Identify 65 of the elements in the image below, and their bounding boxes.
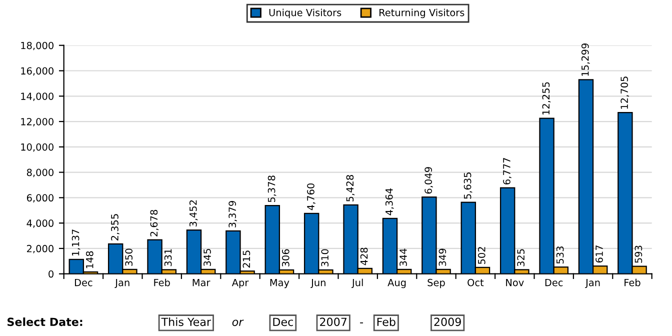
x-tick-label: Jun — [310, 279, 326, 288]
data-label: 5,378 — [268, 176, 276, 202]
y-tick-label: 0 — [48, 270, 54, 278]
data-label: 349 — [438, 248, 446, 266]
text: 2007 — [320, 318, 347, 326]
text: 2009 — [434, 318, 461, 326]
legend-label: Returning Visitors — [380, 8, 464, 18]
data-label: 310 — [321, 249, 329, 266]
text: or — [232, 320, 244, 326]
y-tick-label: 10,000 — [21, 143, 54, 152]
data-label: 2,678 — [150, 210, 159, 236]
data-label: 502 — [478, 247, 486, 264]
x-tick-label: May — [270, 279, 290, 288]
y-tick-label: 6,000 — [26, 194, 54, 203]
data-label: 344 — [400, 248, 407, 266]
data-label: 215 — [242, 250, 250, 268]
data-label: 593 — [634, 246, 642, 263]
data-label: 6,777 — [503, 158, 512, 184]
y-tick-label: 16,000 — [21, 67, 54, 76]
data-label: 148 — [86, 251, 94, 268]
text: Feb — [377, 317, 396, 326]
data-label: 12,255 — [542, 82, 551, 114]
data-label: 325 — [517, 249, 525, 266]
data-label: 345 — [204, 248, 211, 266]
data-label: 2,355 — [111, 214, 120, 240]
data-label: 3,452 — [189, 200, 198, 227]
data-label: 6,049 — [424, 167, 433, 194]
y-tick-label: 2,000 — [26, 244, 54, 254]
data-label: 5,428 — [346, 174, 355, 202]
x-tick-label: Dec — [545, 279, 563, 286]
data-label: 15,299 — [581, 44, 590, 76]
x-tick-label: Feb — [154, 278, 170, 286]
y-tick-label: 4,000 — [26, 220, 54, 228]
x-tick-label: Apr — [232, 279, 249, 288]
x-tick-label: Jan — [585, 279, 600, 288]
data-label: 350 — [125, 248, 133, 266]
data-label: 5,635 — [464, 172, 472, 199]
y-tick-label: 18,000 — [21, 42, 54, 50]
x-tick-label: Mar — [192, 279, 210, 286]
data-label: 1,137 — [72, 230, 80, 256]
x-tick-label: Jan — [114, 279, 130, 288]
x-tick-label: Dec — [74, 279, 92, 286]
y-tick-label: 12,000 — [21, 118, 54, 126]
x-tick-label: Oct — [468, 278, 484, 286]
x-tick-label: Feb — [624, 278, 640, 286]
legend-label: Unique Visitors — [269, 8, 342, 18]
data-label: 331 — [164, 249, 172, 266]
data-label: 4,760 — [307, 183, 316, 210]
x-tick-label: Nov — [506, 279, 524, 286]
data-label: 617 — [596, 246, 603, 263]
data-label: 4,364 — [385, 188, 394, 216]
text: Select Date: — [8, 317, 82, 326]
x-tick-label: Sep — [428, 278, 445, 288]
y-tick-label: 14,000 — [21, 92, 54, 101]
data-label: 306 — [282, 249, 290, 266]
data-label: 12,705 — [620, 76, 629, 109]
y-tick-label: 8,000 — [26, 168, 54, 178]
x-tick-label: Aug — [388, 279, 406, 288]
text: This Year — [161, 317, 212, 326]
x-tick-label: Jul — [351, 278, 363, 288]
data-label: 428 — [360, 248, 368, 266]
data-label: 533 — [556, 246, 564, 264]
text: Dec — [273, 318, 293, 326]
text: - — [360, 322, 363, 324]
data-label: 3,379 — [228, 201, 237, 228]
